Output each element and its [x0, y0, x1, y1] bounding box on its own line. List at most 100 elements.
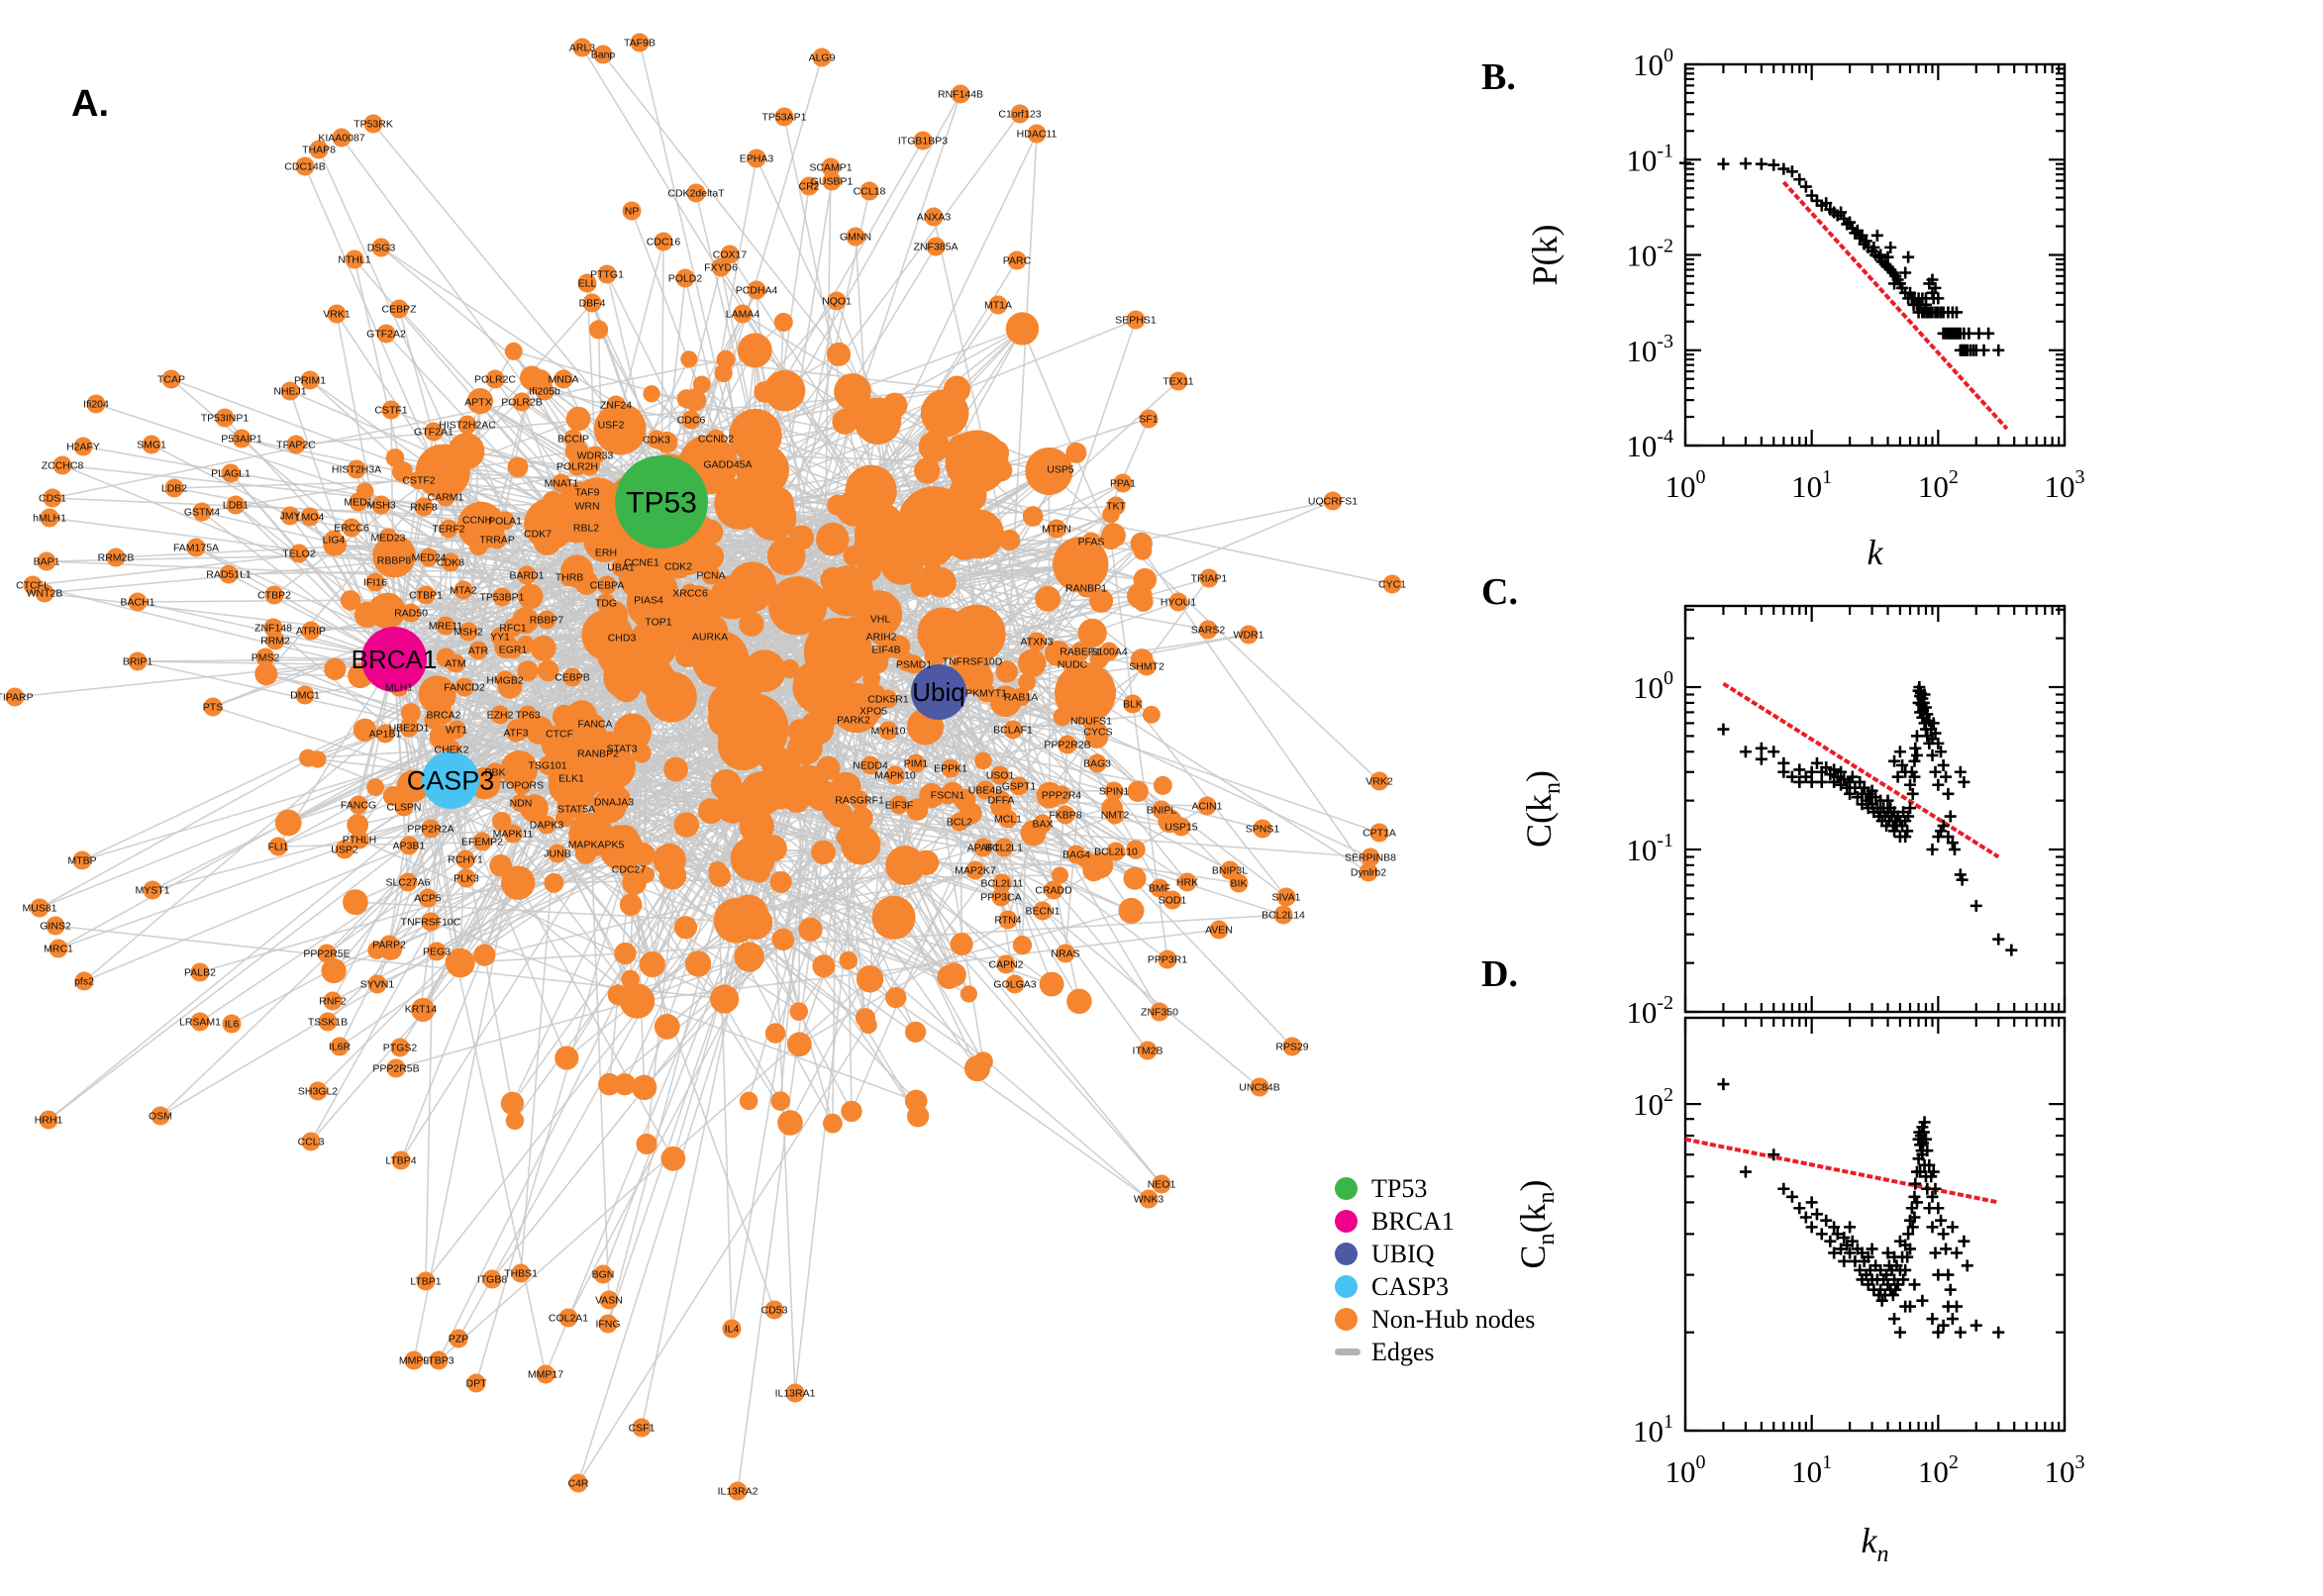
gene-node: [860, 755, 880, 775]
gene-label: DMC1: [290, 690, 320, 702]
scatter-point: [1805, 775, 1818, 788]
tick-label: 10-2: [1626, 992, 1673, 1030]
scatter-point: [1910, 1196, 1923, 1209]
gene-label: CTBP1: [409, 590, 443, 602]
gene-label: TSG101: [528, 760, 566, 772]
y-axis-label: P(k): [1525, 225, 1565, 286]
gene-node: [414, 497, 434, 517]
scatter-point: [1909, 1177, 1922, 1190]
gene-node: [350, 830, 369, 849]
gene-label: PPP3R1: [1148, 954, 1187, 966]
gene-label: NEO1: [1148, 1179, 1176, 1191]
gene-label: S100A4: [1090, 647, 1128, 658]
gene-node: [424, 422, 444, 442]
gene-label: YY1: [490, 632, 510, 644]
scatter-point: [1768, 1148, 1780, 1161]
gene-node: [1126, 840, 1146, 859]
gene-node: [960, 985, 977, 1003]
gene-node: [733, 304, 753, 324]
gene-node: [503, 824, 523, 844]
gene-node: [418, 888, 438, 908]
gene-node: [1056, 805, 1075, 825]
gene-node: [409, 470, 429, 490]
gene-node: [613, 1072, 637, 1096]
gene-label: CCND2: [698, 434, 734, 446]
scatter-point: [1992, 933, 2005, 946]
scatter-point: [1888, 754, 1901, 767]
gene-node: [632, 1418, 652, 1438]
gene-label: CSTF2: [402, 475, 435, 487]
node-swatch-icon: [1335, 1177, 1358, 1200]
gene-label: BNIP3L: [1212, 865, 1248, 877]
gene-node: [1053, 707, 1072, 727]
scatter-point: [1926, 748, 1939, 761]
gene-label: KRT14: [405, 1004, 438, 1016]
scatter-point: [1831, 1228, 1844, 1241]
edge: [400, 658, 722, 1161]
gene-node: [619, 983, 656, 1019]
gene-label: DBF4: [579, 298, 606, 310]
gene-node: [353, 718, 377, 742]
network-hub-nodes: [361, 455, 966, 809]
gene-label: ARIH2: [866, 632, 897, 644]
gene-node: [106, 548, 126, 567]
gene-label: EIF4B: [871, 645, 900, 656]
gene-node: [973, 838, 993, 857]
gene-node: [788, 719, 811, 742]
gene-label: CDK3: [643, 435, 670, 447]
gene-node: [1113, 473, 1133, 493]
scatter-point: [1828, 1221, 1841, 1234]
gene-label: MTA2: [450, 585, 476, 597]
gene-label: WNT2B: [27, 588, 63, 600]
scatter-point: [1904, 778, 1917, 791]
scatter-point: [1950, 306, 1963, 319]
gene-node: [1003, 720, 1023, 740]
scatter-point: [1937, 758, 1950, 771]
scatter-point: [1881, 794, 1894, 807]
gene-label: BCL2: [947, 817, 972, 829]
gene-node: [631, 843, 656, 866]
gene-label: PPP2R4: [1042, 790, 1081, 802]
gene-label: PARK2: [837, 715, 870, 727]
gene-node: [566, 799, 586, 819]
scatter-point: [1739, 157, 1752, 170]
gene-node: [576, 518, 596, 538]
gene-node: [254, 662, 278, 686]
gene-node: [1099, 528, 1122, 550]
gene-node: [754, 381, 776, 403]
gene-label: CDC6: [677, 415, 706, 427]
gene-node: [658, 861, 687, 890]
edge: [309, 379, 396, 459]
scatter-point: [1838, 1254, 1851, 1267]
gene-node: [1035, 585, 1061, 612]
scatter-point: [1881, 1247, 1894, 1259]
gene-node: [827, 291, 847, 311]
gene-node: [345, 249, 364, 269]
fit-line: [1722, 681, 2000, 859]
gene-node: [734, 942, 764, 972]
gene-label: SOD1: [1159, 895, 1187, 907]
scatter-point: [1929, 727, 1942, 740]
gene-label: HIST2H3A: [332, 464, 381, 476]
scatter-point: [1917, 1126, 1930, 1139]
gene-label: SEPHS1: [1115, 315, 1157, 327]
edge: [938, 691, 1053, 985]
gene-node: [820, 566, 846, 593]
gene-node: [1027, 124, 1047, 144]
gene-node: [722, 1319, 742, 1339]
gene-node: [991, 790, 1011, 810]
gene-label: PPP2R5E: [303, 948, 350, 960]
scatter-point: [1844, 787, 1857, 800]
gene-label: NHEJ1: [273, 386, 306, 398]
legend-item-casp3: CASP3: [1335, 1270, 1535, 1303]
scatter-point: [1956, 873, 1969, 886]
gene-node: [468, 392, 488, 412]
tick-label: 10-2: [1626, 236, 1673, 273]
gene-label: TIPARP: [0, 692, 34, 704]
scatter-point: [1899, 266, 1912, 279]
edge: [491, 956, 751, 1280]
gene-node: [800, 585, 829, 614]
gene-node: [495, 670, 515, 690]
gene-label: BCL2L14: [1262, 910, 1305, 922]
scatter-point: [1777, 162, 1790, 175]
